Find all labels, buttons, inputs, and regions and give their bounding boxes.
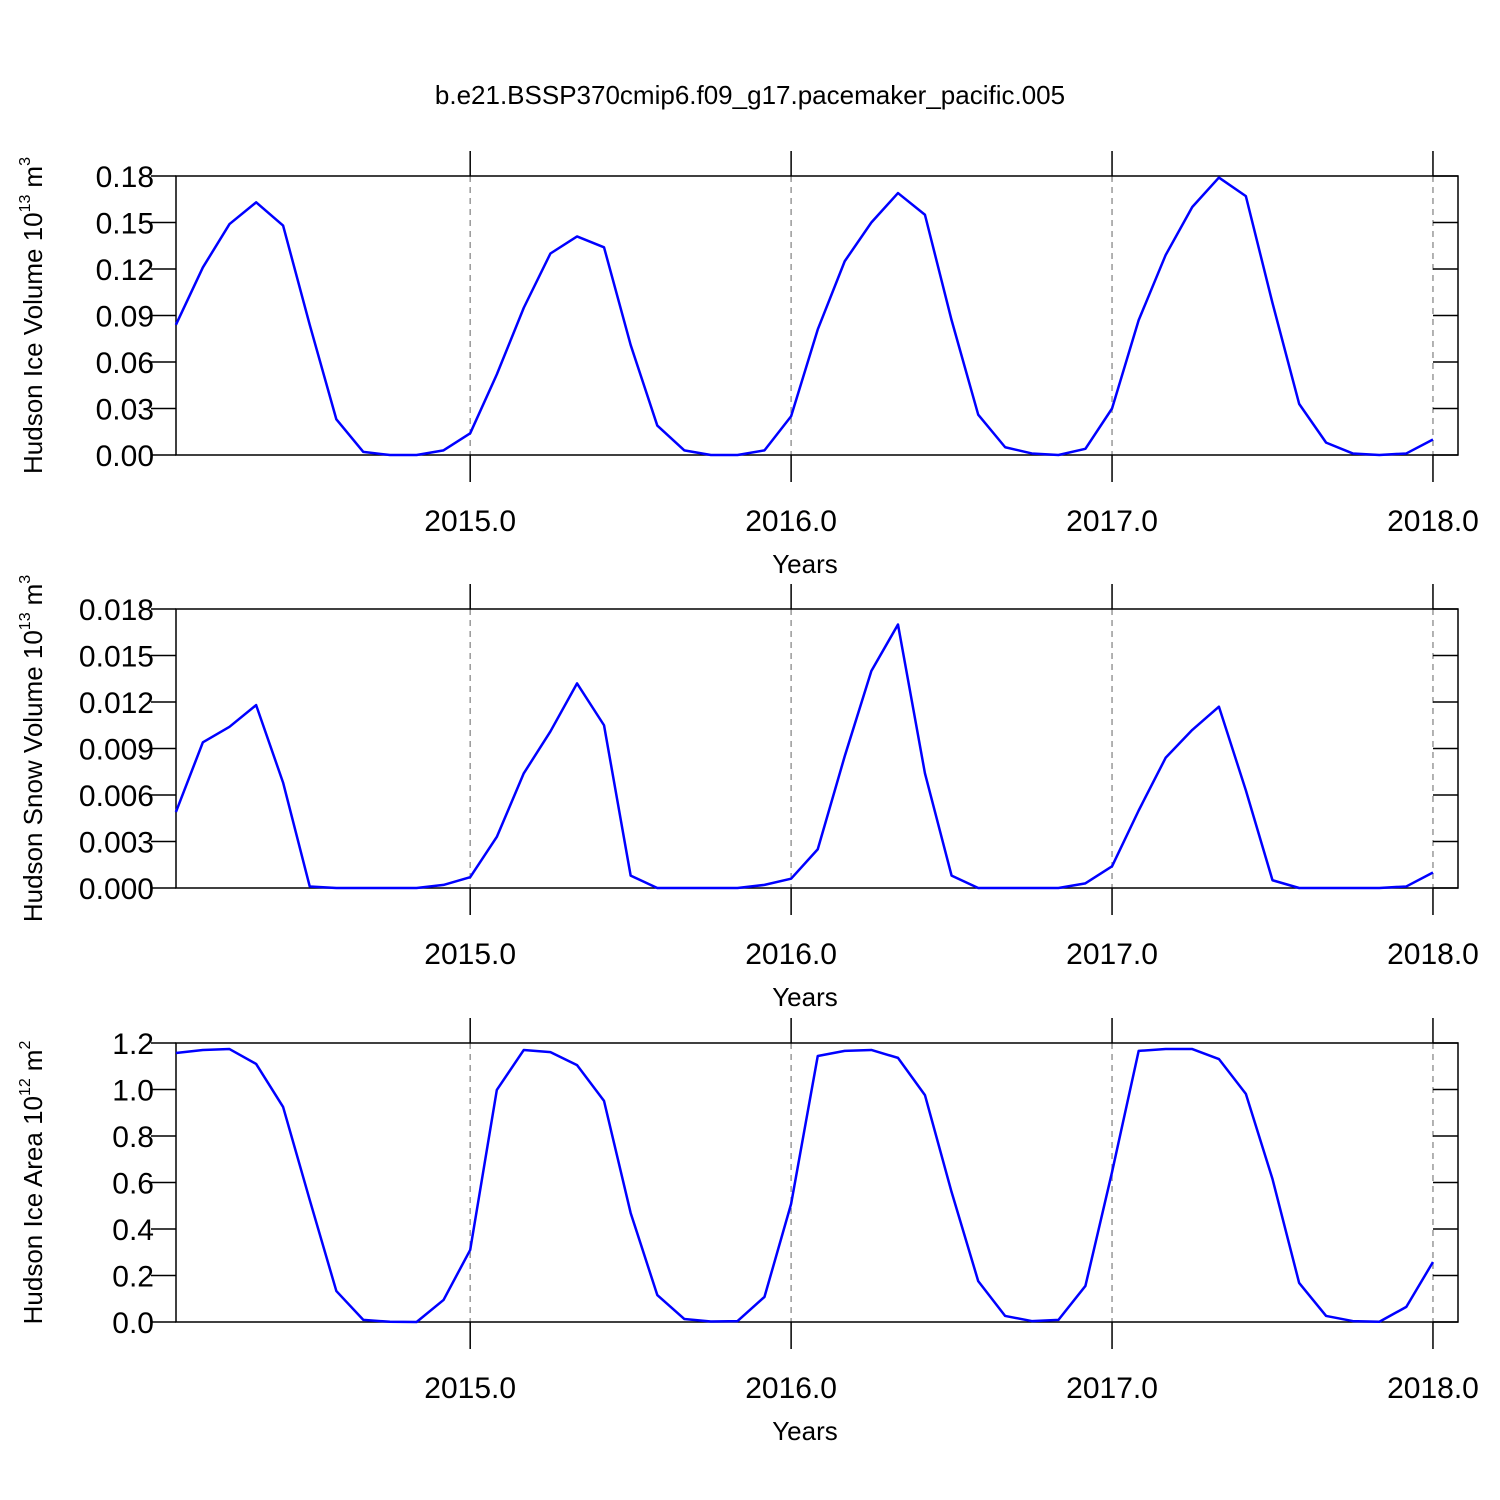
plot-frame bbox=[175, 608, 1459, 889]
y-axis-label-text: Hudson Snow Volume 10 bbox=[18, 630, 48, 922]
y-tick-label: 0.009 bbox=[79, 734, 154, 767]
data-line bbox=[175, 1047, 1435, 1324]
y-tick-label: 0.0 bbox=[112, 1307, 154, 1340]
y-axis-label-unit-exponent: 2 bbox=[17, 1041, 34, 1050]
y-axis-label: Hudson Ice Area 1012 m2 bbox=[17, 1041, 48, 1325]
y-tick-label: 0.015 bbox=[79, 641, 154, 674]
data-line bbox=[174, 176, 1434, 457]
x-tick-label: 2015.0 bbox=[424, 938, 516, 971]
y-tick-label: 0.6 bbox=[112, 1168, 154, 1201]
y-axis-label-unit: m bbox=[18, 584, 48, 606]
data-line bbox=[174, 623, 1434, 890]
x-tick-label: 2018.0 bbox=[1387, 1372, 1479, 1405]
y-axis-label-text: Hudson Ice Area 10 bbox=[18, 1096, 48, 1324]
panel: 2015.0 2016.0 2017.0 2018.0 0.00 0.03 0.06 0.09… bbox=[17, 151, 1479, 579]
panel: 2015.0 2016.0 2017.0 2018.0 0.0 0.2 0.4 0.6 0.8 1… bbox=[17, 1018, 1479, 1446]
y-axis-label-unit: m bbox=[18, 1050, 48, 1072]
y-tick-label: 0.15 bbox=[96, 208, 154, 241]
x-tick-label: 2016.0 bbox=[745, 938, 837, 971]
panel: 2015.0 2016.0 2017.0 2018.0 0.000 0.003 0.006 0… bbox=[17, 575, 1479, 1012]
x-tick-label: 2016.0 bbox=[745, 505, 837, 538]
y-tick-label: 0.00 bbox=[96, 440, 154, 473]
y-tick-label: 0.006 bbox=[79, 780, 154, 813]
plot-frame bbox=[175, 1042, 1459, 1323]
y-axis-label: Hudson Snow Volume 1013 m3 bbox=[17, 575, 48, 922]
x-tick-label: 2017.0 bbox=[1066, 1372, 1158, 1405]
y-tick-label: 0.12 bbox=[96, 254, 154, 287]
x-tick-label: 2017.0 bbox=[1066, 505, 1158, 538]
y-tick-label: 1.2 bbox=[112, 1028, 154, 1061]
y-tick-label: 0.8 bbox=[112, 1121, 154, 1154]
y-tick-label: 0.03 bbox=[96, 394, 154, 427]
y-tick-label: 0.2 bbox=[112, 1261, 154, 1294]
y-tick-label: 0.18 bbox=[96, 161, 154, 194]
x-tick-label: 2018.0 bbox=[1387, 505, 1479, 538]
x-axis-label: Years bbox=[772, 1416, 838, 1446]
figure-title: b.e21.BSSP370cmip6.f09_g17.pacemaker_pac… bbox=[435, 80, 1065, 110]
y-tick-label: 1.0 bbox=[112, 1075, 154, 1108]
y-axis-label-exponent: 13 bbox=[17, 194, 34, 212]
y-tick-label: 0.012 bbox=[79, 687, 154, 720]
x-tick-label: 2015.0 bbox=[424, 1372, 516, 1405]
y-axis-label-text: Hudson Ice Volume 10 bbox=[18, 212, 48, 474]
y-tick-label: 0.09 bbox=[96, 301, 154, 334]
x-axis-label: Years bbox=[772, 982, 838, 1012]
y-axis-label: Hudson Ice Volume 1013 m3 bbox=[17, 157, 48, 474]
x-tick-label: 2017.0 bbox=[1066, 938, 1158, 971]
y-axis-label-exponent: 12 bbox=[17, 1078, 34, 1096]
y-tick-label: 0.003 bbox=[79, 827, 154, 860]
y-axis-label-unit-exponent: 3 bbox=[17, 575, 34, 584]
y-tick-label: 0.018 bbox=[79, 594, 154, 627]
x-tick-label: 2016.0 bbox=[745, 1372, 837, 1405]
y-tick-label: 0.06 bbox=[96, 347, 154, 380]
x-axis-label: Years bbox=[772, 549, 838, 579]
x-tick-label: 2018.0 bbox=[1387, 938, 1479, 971]
plot-frame bbox=[175, 175, 1459, 456]
y-axis-label-unit: m bbox=[18, 166, 48, 188]
y-axis-label-exponent: 13 bbox=[17, 612, 34, 630]
x-tick-label: 2015.0 bbox=[424, 505, 516, 538]
y-tick-label: 0.000 bbox=[79, 873, 154, 906]
y-tick-label: 0.4 bbox=[112, 1214, 154, 1247]
y-axis-label-unit-exponent: 3 bbox=[17, 157, 34, 166]
